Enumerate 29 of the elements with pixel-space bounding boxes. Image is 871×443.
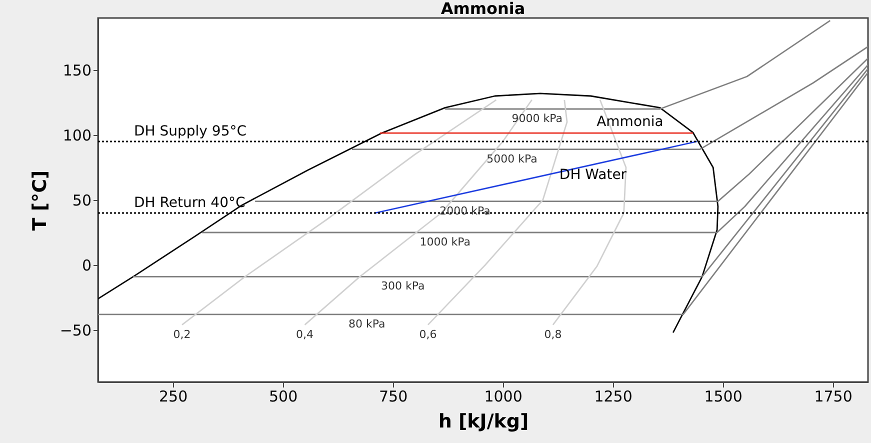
y-tick-label: 0 <box>82 256 92 274</box>
annotation: 2000 kPa <box>440 204 490 218</box>
annotation: Ammonia <box>596 114 664 130</box>
y-tick-label: 150 <box>62 62 92 80</box>
x-tick-label: 1000 <box>484 388 522 406</box>
x-tick-label: 1250 <box>594 388 632 406</box>
annotation: DH Water <box>559 166 627 183</box>
y-tick-label: 100 <box>62 126 92 144</box>
x-axis-title: h [kJ/kg] <box>438 410 529 432</box>
x-tick-label: 1500 <box>704 388 742 406</box>
annotation: 0,4 <box>296 328 314 341</box>
x-tick-label: 500 <box>268 388 298 406</box>
y-tick-label: 50 <box>72 192 92 210</box>
annotation: 0,8 <box>544 328 562 341</box>
x-tick-label: 250 <box>158 388 188 406</box>
annotation: 80 kPa <box>348 317 386 330</box>
annotation: 0,2 <box>173 328 191 341</box>
ref-line-label: DH Supply 95°C <box>134 124 247 140</box>
x-tick-label: 1750 <box>814 388 852 406</box>
y-axis-title: T [°C] <box>28 170 51 231</box>
annotation: 1000 kPa <box>420 236 471 248</box>
annotation: 0,6 <box>419 328 437 341</box>
ref-line-label: DH Return 40°C <box>134 195 246 211</box>
x-tick-label: 750 <box>378 388 408 406</box>
y-tick-label: −50 <box>60 322 92 340</box>
annotation: 5000 kPa <box>486 152 538 166</box>
chart-title: Ammonia <box>440 0 526 18</box>
annotation: 9000 kPa <box>512 112 562 125</box>
annotation: 300 kPa <box>381 280 425 293</box>
